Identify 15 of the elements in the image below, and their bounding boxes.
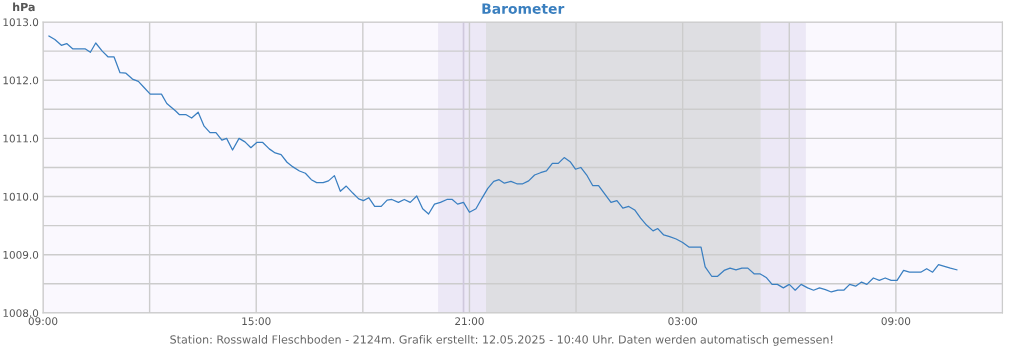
x-tick-label: 15:00 bbox=[242, 317, 271, 326]
y-axis-title: hPa bbox=[13, 2, 35, 12]
y-tick-label: 1009.0 bbox=[3, 250, 39, 259]
x-tick-label: 09:00 bbox=[28, 317, 58, 326]
text: Station: Rosswald Fleschboden - 2124m. Grafik erstellt: 12.05.2025 - 10:40 Uhr. Daten werden automatisch gemessen! bbox=[170, 335, 833, 346]
line-series bbox=[48, 35, 958, 293]
y-tick-label: 1008.0 bbox=[3, 309, 39, 318]
x-tick-label: 21:00 bbox=[455, 317, 484, 326]
y-tick-label: 1011.0 bbox=[3, 134, 39, 143]
y-tick-label: 1013.0 bbox=[3, 18, 39, 27]
y-tick-label: 1010.0 bbox=[3, 192, 39, 201]
x-tick-label: 03:00 bbox=[668, 317, 697, 326]
chart-title: Barometer bbox=[482, 3, 565, 14]
x-tick-label: 09:00 bbox=[881, 317, 911, 326]
y-tick-label: 1012.0 bbox=[3, 76, 39, 85]
